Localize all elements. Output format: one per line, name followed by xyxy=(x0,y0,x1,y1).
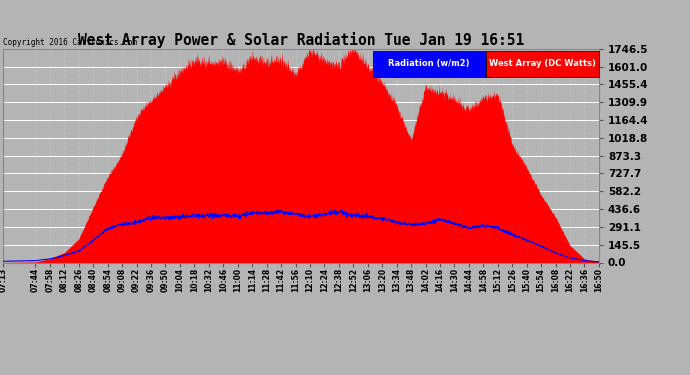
Text: Radiation (w/m2): Radiation (w/m2) xyxy=(388,59,470,68)
FancyBboxPatch shape xyxy=(486,51,599,76)
Text: West Array (DC Watts): West Array (DC Watts) xyxy=(489,59,595,68)
Text: Copyright 2016 Cartronics.com: Copyright 2016 Cartronics.com xyxy=(3,38,137,46)
FancyBboxPatch shape xyxy=(373,51,486,76)
Title: West Array Power & Solar Radiation Tue Jan 19 16:51: West Array Power & Solar Radiation Tue J… xyxy=(78,32,524,48)
